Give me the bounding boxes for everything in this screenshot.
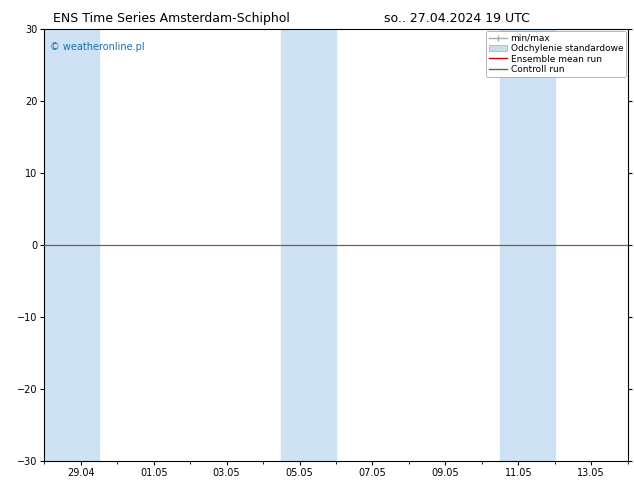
Text: so.. 27.04.2024 19 UTC: so.. 27.04.2024 19 UTC (384, 12, 529, 25)
Text: © weatheronline.pl: © weatheronline.pl (50, 42, 145, 52)
Bar (500, 29, 555, 461)
Bar (44, 29, 99, 461)
Bar (281, 29, 336, 461)
Legend: min/max, Odchylenie standardowe, Ensemble mean run, Controll run: min/max, Odchylenie standardowe, Ensembl… (486, 31, 626, 76)
Text: ENS Time Series Amsterdam-Schiphol: ENS Time Series Amsterdam-Schiphol (53, 12, 290, 25)
